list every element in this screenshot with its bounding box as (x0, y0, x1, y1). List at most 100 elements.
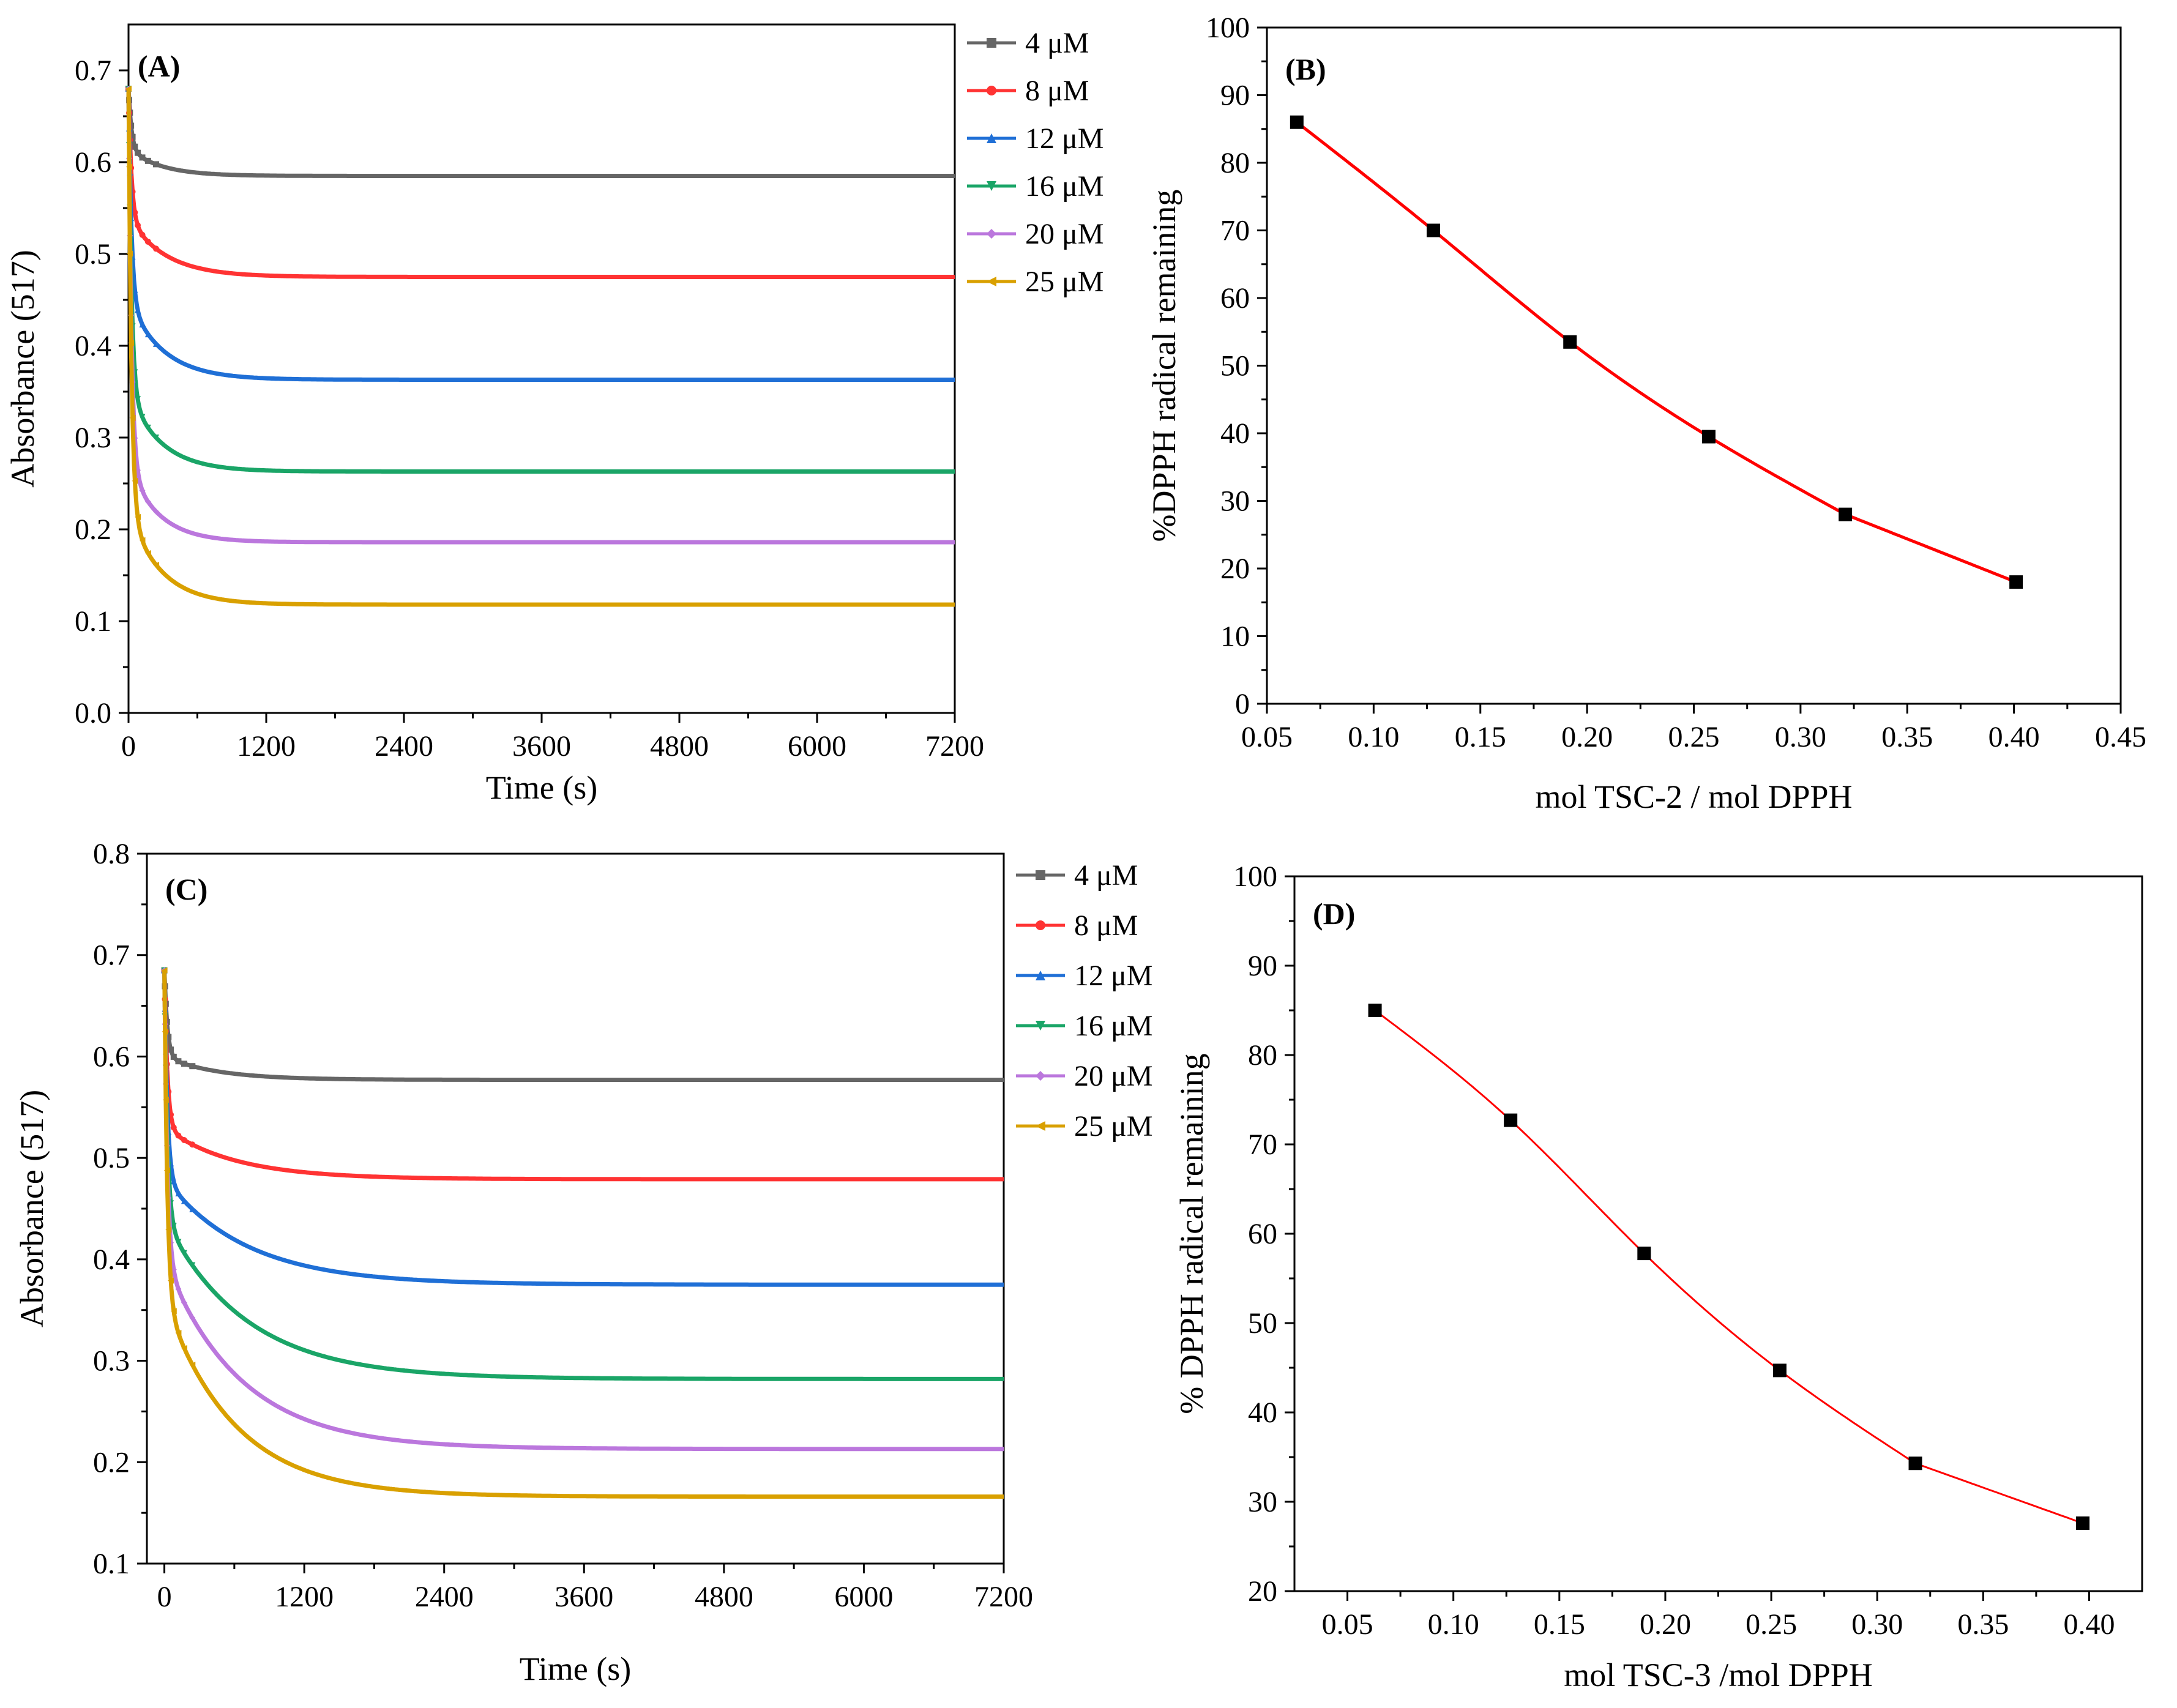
y-tick-label: 70 (1220, 215, 1250, 247)
y-tick-label: 10 (1220, 621, 1250, 653)
legend-label: 25 μM (1025, 266, 1103, 298)
legend-label: 12 μM (1074, 960, 1152, 992)
panel-b: 0.05 0.10 0.15 0.20 0.25 0.30 0.35 0.40 0.45 0 10 2… (1146, 12, 2146, 815)
legend-marker (1036, 1121, 1045, 1131)
y-tick-label: 20 (1220, 553, 1250, 585)
y-tick-label: 0.6 (93, 1040, 130, 1073)
x-tick-label: 0.40 (1988, 721, 2040, 753)
data-marker (132, 477, 138, 484)
data-point (1290, 115, 1304, 129)
legend-label: 20 μM (1025, 218, 1103, 250)
x-tick-label: 0.05 (1241, 721, 1293, 753)
data-marker (170, 1053, 177, 1060)
series-line (162, 970, 1004, 1287)
y-tick-label: 90 (1220, 80, 1250, 112)
data-point (1908, 1456, 1922, 1471)
data-marker (189, 1262, 196, 1269)
y-tick-label: 30 (1220, 485, 1250, 518)
data-marker (170, 1308, 177, 1315)
panel-a: 0 1200 2400 3600 4800 6000 7200 0.0 0.1 0.2 0.3 0.4… (4, 23, 1103, 806)
data-marker (189, 1063, 196, 1070)
series-16m (161, 967, 1004, 1381)
data-marker (189, 1362, 196, 1368)
y-tick-label: 40 (1248, 1397, 1277, 1429)
legend-marker (1036, 920, 1045, 930)
legend-marker (1036, 1021, 1045, 1031)
series-25m (161, 967, 1004, 1499)
x-tick-label: 2400 (415, 1581, 474, 1613)
data-marker (153, 562, 159, 569)
series-line (126, 88, 955, 279)
series-line (162, 970, 1004, 1499)
data-point (1701, 430, 1716, 444)
data-point (1839, 507, 1853, 521)
data-marker (135, 513, 141, 520)
data-marker (181, 1299, 187, 1306)
x-axis-title: mol TSC-3 /mol DPPH (1564, 1657, 1873, 1693)
y-tick-label: 0.4 (93, 1244, 130, 1276)
data-point (1427, 223, 1441, 237)
data-point (1563, 335, 1577, 349)
data-marker (135, 222, 141, 229)
y-tick-label: 0.2 (93, 1446, 130, 1479)
panel-label: (A) (138, 49, 180, 83)
data-marker (162, 1028, 168, 1035)
data-marker (181, 1136, 187, 1143)
data-marker (168, 1046, 174, 1053)
x-tick-label: 0.30 (1851, 1608, 1903, 1641)
data-marker (132, 209, 138, 216)
series-4m (125, 86, 955, 178)
series-line (126, 88, 955, 474)
series-line (126, 88, 955, 382)
data-marker (139, 487, 146, 494)
legend-label: 25 μM (1074, 1110, 1152, 1143)
y-tick-label: 80 (1248, 1039, 1277, 1072)
panel-label: (D) (1313, 897, 1355, 931)
x-tick-label: 4800 (650, 730, 709, 763)
data-marker (135, 149, 141, 156)
data-marker (153, 340, 159, 347)
y-tick-label: 0.3 (93, 1345, 130, 1378)
series-line (162, 970, 1004, 1381)
panel-c: 0 1200 2400 3600 4800 6000 7200 0.1 0.2 0.3 0.4 0.5… (13, 838, 1152, 1687)
x-tick-label: 0.35 (1881, 721, 1933, 753)
y-tick-label: 100 (1206, 12, 1250, 44)
x-tick-label: 1200 (275, 1581, 334, 1613)
data-marker (129, 133, 136, 140)
data-point (1368, 1004, 1382, 1017)
data-point (1772, 1363, 1787, 1378)
series-line (162, 970, 1004, 1452)
y-tick-label: 0.4 (75, 330, 111, 362)
fit-curve (1296, 121, 2015, 583)
data-marker (139, 537, 146, 543)
data-marker (165, 1034, 172, 1040)
data-marker (189, 1141, 196, 1148)
x-axis-title: Time (s) (520, 1650, 632, 1687)
y-axis-title: Absorbance (517) (13, 1090, 50, 1327)
data-marker (189, 1315, 196, 1321)
x-axis-title: mol TSC-2 / mol DPPH (1535, 778, 1852, 815)
data-marker (175, 1132, 182, 1139)
series-20m (125, 86, 955, 545)
x-tick-label: 0.40 (2063, 1608, 2115, 1641)
y-tick-label: 0.1 (93, 1548, 130, 1580)
y-tick-label: 0.6 (75, 146, 111, 179)
series-line (162, 970, 1004, 1082)
panel-label: (B) (1285, 52, 1326, 86)
panel-d: 0.05 0.10 0.15 0.20 0.25 0.30 0.35 0.40 20 30 40 50… (1173, 860, 2143, 1693)
data-marker (181, 1198, 187, 1204)
data-marker (181, 1250, 187, 1256)
data-point (1637, 1247, 1651, 1261)
legend-label: 20 μM (1074, 1060, 1152, 1092)
legend-marker (1036, 971, 1045, 980)
x-tick-label: 3600 (555, 1581, 613, 1613)
legend-marker (1036, 1071, 1045, 1081)
fit-curve (1374, 1009, 2083, 1524)
legend-marker (987, 277, 996, 286)
x-tick-label: 0 (157, 1581, 172, 1613)
plot-frame (127, 23, 956, 714)
series-8m (125, 86, 955, 279)
data-marker (163, 1167, 170, 1174)
